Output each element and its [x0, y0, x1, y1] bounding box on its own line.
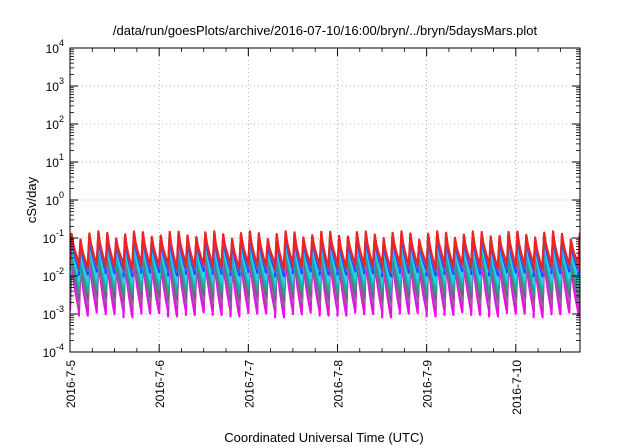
x-tick-label: 2016-7-8	[331, 360, 345, 408]
grid	[70, 48, 580, 352]
series-line	[70, 230, 580, 271]
y-tick-label: 100	[46, 190, 64, 208]
x-tick-label: 2016-7-6	[153, 360, 167, 408]
plot-area	[70, 230, 580, 319]
y-tick-label: 102	[46, 114, 64, 132]
x-tick-label: 2016-7-5	[64, 360, 78, 408]
y-tick-label: 101	[46, 152, 64, 170]
y-tick-label: 103	[46, 76, 64, 94]
x-axis-label: Coordinated Universal Time (UTC)	[224, 430, 423, 445]
y-tick-label: 104	[46, 38, 64, 56]
chart-title: /data/run/goesPlots/archive/2016-07-10/1…	[113, 23, 538, 38]
x-tick-label: 2016-7-7	[242, 360, 256, 408]
y-tick-label: 10-2	[43, 266, 64, 284]
y-tick-label: 10-4	[43, 342, 64, 360]
x-tick-label: 2016-7-9	[421, 360, 435, 408]
x-tick-label: 2016-7-10	[510, 360, 524, 415]
y-tick-label: 10-3	[43, 304, 64, 322]
y-tick-label: 10-1	[43, 228, 64, 246]
y-axis: 10-4 10-3 10-2 10-1 100 101 102 103 104	[43, 38, 580, 360]
y-axis-label: cSv/day	[24, 176, 39, 223]
x-axis: 2016-7-5 2016-7-6 2016-7-7 2016-7-8 2016-7-9…	[64, 48, 561, 415]
